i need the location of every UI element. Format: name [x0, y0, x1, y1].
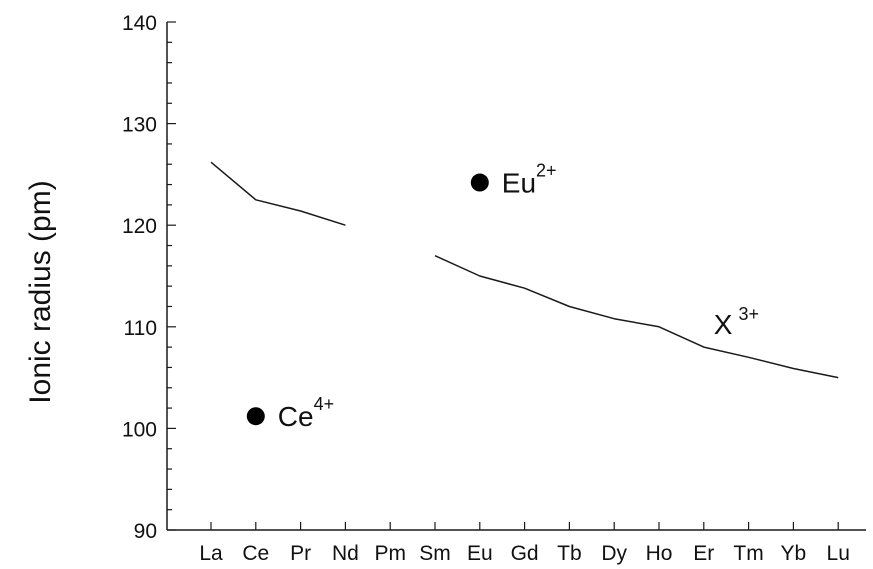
series-label: X 3+: [714, 304, 759, 340]
y-axis-title: Ionic radius (pm): [24, 180, 57, 403]
x-tick-label-nd: Nd: [332, 542, 359, 565]
x-tick-label-tm: Tm: [733, 542, 763, 565]
x-tick-label-pm: Pm: [374, 542, 406, 565]
x-tick-label-lu: Lu: [827, 542, 850, 565]
x-tick-label-ho: Ho: [646, 542, 673, 565]
y-tick-label: 120: [122, 215, 157, 238]
series-line-segment-1: [210, 161, 346, 226]
y-ticks: 90 100 110 120 130 140: [122, 12, 176, 543]
x-tick-label-pr: Pr: [290, 542, 311, 565]
point-ce4plus: [246, 407, 265, 426]
x-tick-label-dy: Dy: [601, 542, 627, 565]
points: Eu2+ Ce4+: [246, 161, 557, 432]
series-label-base: X: [714, 309, 733, 340]
point-label-ce4plus: Ce4+: [278, 394, 334, 432]
y-tick-label: 90: [134, 520, 157, 543]
x-tick-label-la: La: [199, 542, 223, 565]
x-tick-label-eu: Eu: [467, 542, 493, 565]
x-tick-label-tb: Tb: [557, 542, 582, 565]
axes: [166, 22, 866, 531]
point-label-eu2plus: Eu2+: [502, 161, 557, 199]
y-tick-label: 140: [122, 12, 157, 35]
x-tick-label-yb: Yb: [781, 542, 807, 565]
y-tick-label: 130: [122, 114, 157, 137]
x-tick-label-gd: Gd: [511, 542, 539, 565]
x-tick-label-sm: Sm: [419, 542, 451, 565]
series: X 3+: [210, 161, 839, 379]
series-label-sup: 3+: [738, 304, 759, 324]
x-tick-label-ce: Ce: [242, 542, 269, 565]
y-tick-label: 100: [122, 418, 157, 441]
y-tick-label: 110: [124, 317, 157, 340]
point-eu2plus: [470, 173, 489, 192]
x-tick-label-er: Er: [693, 542, 714, 565]
series-line-segment-2: [434, 255, 839, 379]
x-ticks: La Ce Pr Nd Pm Sm Eu Gd Tb Dy Ho Er Tm Yb Lu: [199, 522, 850, 565]
